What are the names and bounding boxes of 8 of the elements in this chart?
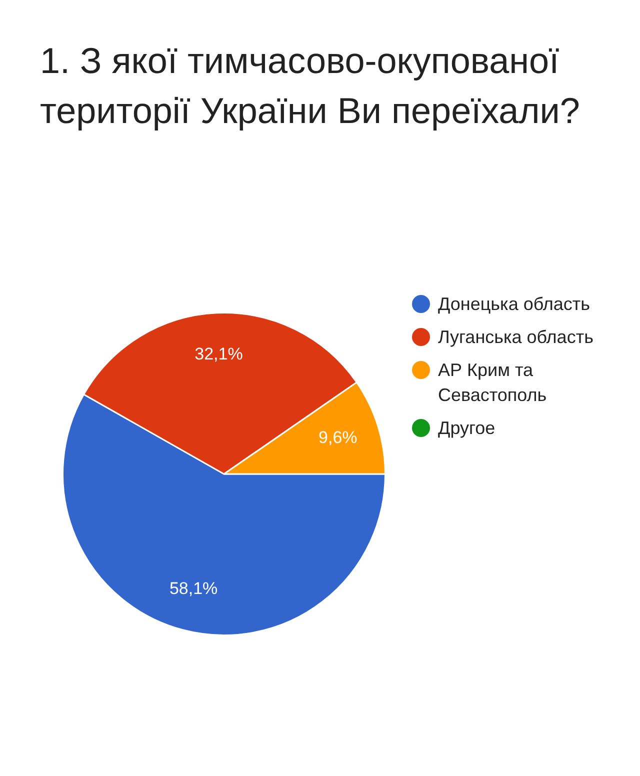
legend-label: Другое [438, 417, 496, 440]
legend-label: Луганська область [438, 326, 594, 349]
chart-title: 1. З якої тимчасово-окупованої території України Ви переїхали? [40, 39, 581, 133]
data-label: 9,6% [318, 428, 358, 448]
legend-label: Донецька область [438, 293, 590, 316]
legend-label: АР Крим та Севастополь [438, 359, 548, 407]
data-label: 58,1% [169, 579, 218, 598]
data-label: 32,1% [194, 344, 243, 364]
